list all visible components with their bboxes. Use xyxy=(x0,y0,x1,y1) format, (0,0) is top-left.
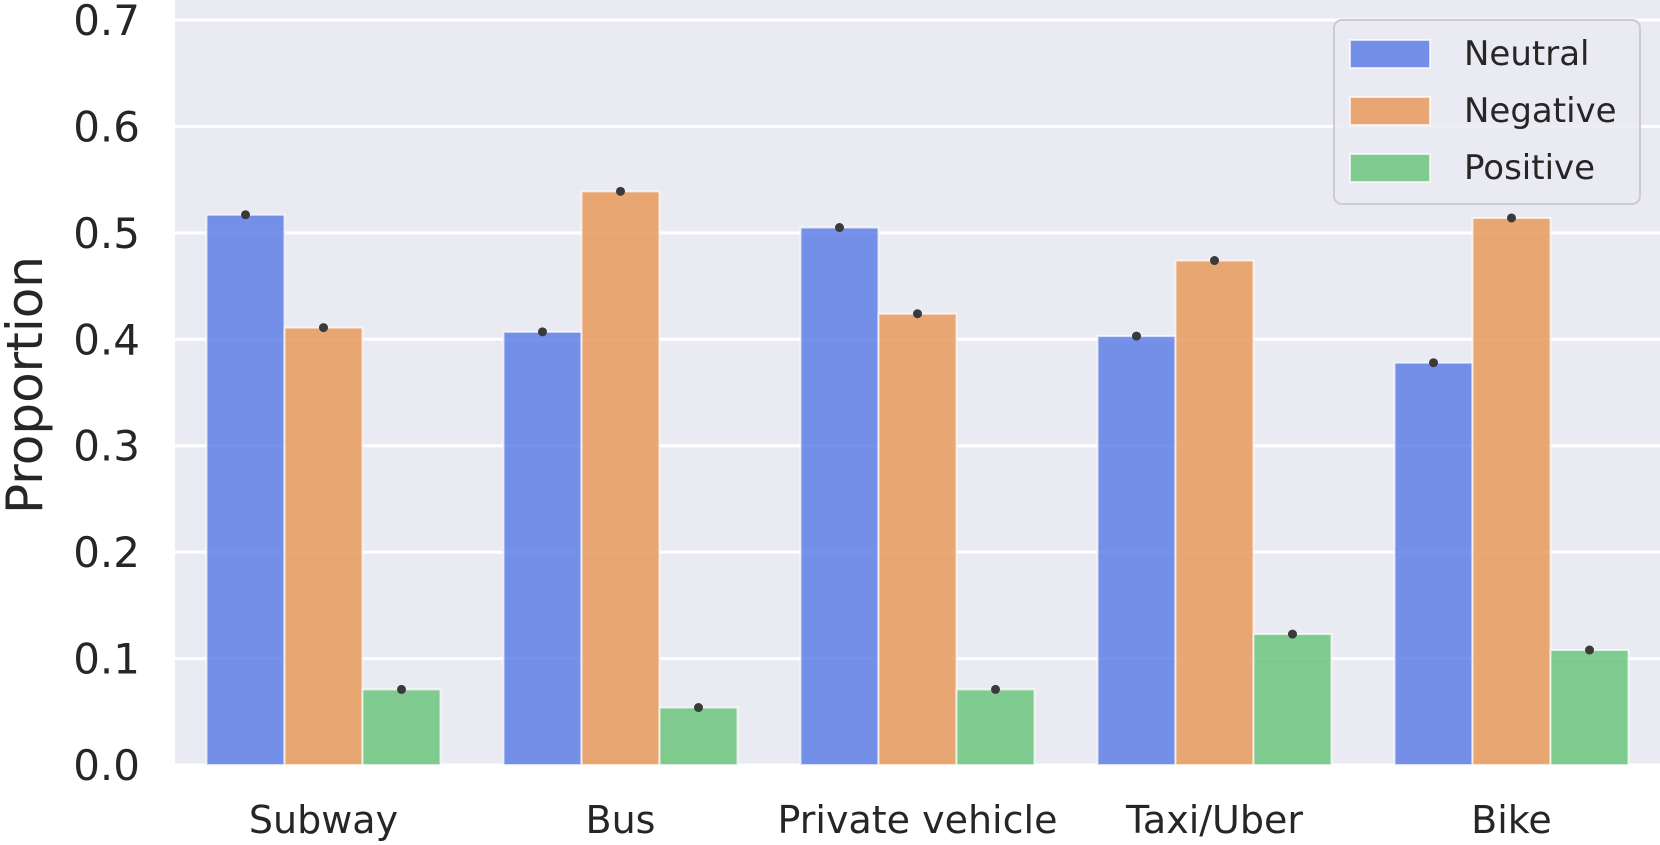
legend-label-positive: Positive xyxy=(1464,148,1595,188)
bar-negative-private-vehicle xyxy=(877,312,958,766)
y-tick-label: 0.7 xyxy=(73,0,140,45)
bar-positive-subway xyxy=(361,688,442,767)
bars xyxy=(205,190,1630,767)
legend-swatch-positive xyxy=(1349,153,1431,183)
bar-negative-subway xyxy=(283,326,364,766)
bar-marker xyxy=(694,703,703,713)
x-tick-labels: Subway Bus Private vehicle Taxi/Uber Bike xyxy=(249,798,1552,842)
x-tick-label: Bus xyxy=(586,798,656,842)
bar-marker xyxy=(1429,358,1438,368)
y-axis-label: Proportion xyxy=(0,256,54,514)
bar-marker xyxy=(397,684,406,694)
bar-marker xyxy=(991,684,1000,694)
y-tick-label: 0.0 xyxy=(73,741,140,790)
bar-marker xyxy=(241,210,250,220)
bar-neutral-bus xyxy=(502,330,583,766)
bar-neutral-private-vehicle xyxy=(799,226,880,767)
y-tick-label: 0.6 xyxy=(73,102,140,151)
bar-marker xyxy=(538,327,547,337)
bar-marker xyxy=(1507,213,1516,223)
y-tick-labels: 0.0 0.1 0.2 0.3 0.4 0.5 0.6 0.7 xyxy=(73,0,140,790)
x-tick-label: Private vehicle xyxy=(778,798,1058,842)
bar-marker xyxy=(1132,331,1141,341)
legend-label-neutral: Neutral xyxy=(1464,34,1590,74)
bar-marker xyxy=(835,223,844,233)
x-tick-label: Bike xyxy=(1471,798,1552,842)
bar-positive-bike xyxy=(1549,649,1630,766)
y-tick-label: 0.1 xyxy=(73,635,140,684)
legend-swatch-negative xyxy=(1349,96,1431,126)
bar-positive-bus xyxy=(658,706,739,766)
bar-marker xyxy=(1288,629,1297,639)
bar-negative-taxi-uber xyxy=(1174,259,1255,766)
y-tick-label: 0.5 xyxy=(73,209,140,258)
bar-marker xyxy=(913,309,922,319)
y-tick-label: 0.3 xyxy=(73,422,140,471)
legend: Neutral Negative Positive xyxy=(1333,19,1641,205)
bar-marker xyxy=(319,323,328,333)
bar-marker xyxy=(1585,645,1594,655)
y-tick-label: 0.4 xyxy=(73,315,140,364)
bar-marker xyxy=(1210,256,1219,266)
bar-negative-bus xyxy=(580,190,661,767)
bar-positive-private-vehicle xyxy=(955,688,1036,767)
y-tick-label: 0.2 xyxy=(73,528,140,577)
bar-neutral-taxi-uber xyxy=(1096,335,1177,766)
x-tick-label: Subway xyxy=(249,798,398,842)
bar-marker xyxy=(616,186,625,196)
bar-neutral-subway xyxy=(205,213,286,766)
legend-label-negative: Negative xyxy=(1464,91,1617,131)
bar-neutral-bike xyxy=(1393,361,1474,766)
legend-swatch-neutral xyxy=(1349,39,1431,69)
x-tick-label: Taxi/Uber xyxy=(1125,798,1303,842)
bar-positive-taxi-uber xyxy=(1252,633,1333,766)
bar-negative-bike xyxy=(1471,216,1552,766)
bar-markers xyxy=(241,186,1594,713)
